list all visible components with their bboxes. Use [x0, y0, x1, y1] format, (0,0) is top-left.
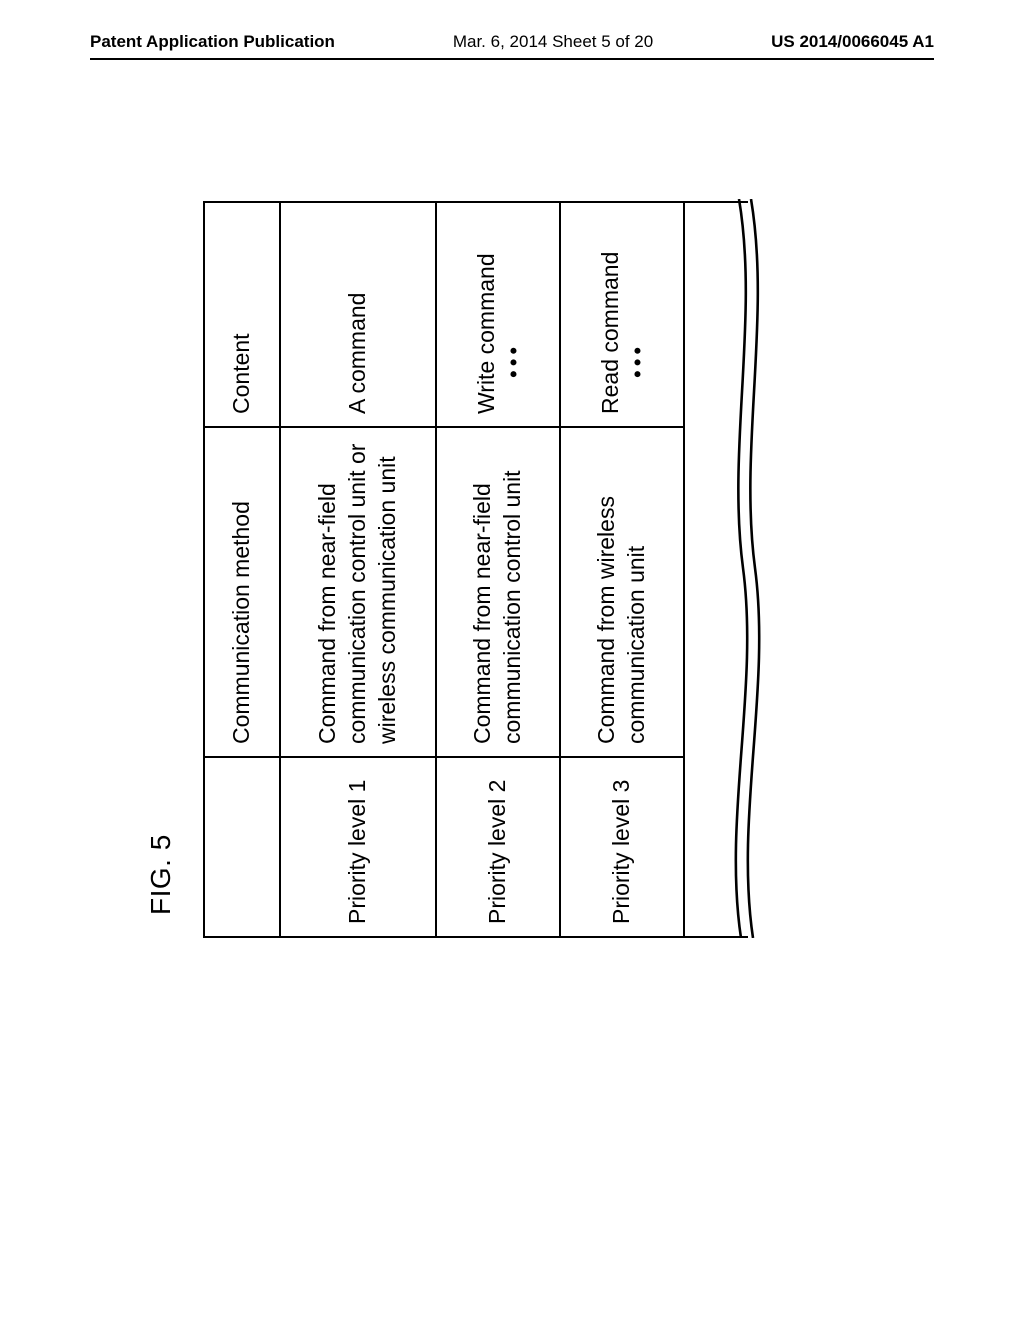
cell-content-text: Write command	[472, 215, 502, 414]
cell-priority: Priority level 1	[280, 757, 436, 937]
cell-method: Command from wireless communication unit	[560, 427, 684, 757]
header-divider	[90, 58, 934, 60]
table-row: Priority level 2 Command from near-field…	[436, 202, 560, 937]
cell-content: Write command •••	[436, 202, 560, 427]
cell-content-text: Read command	[596, 215, 626, 414]
cell-priority: Priority level 3	[560, 757, 684, 937]
table-header-row: Communication method Content	[204, 202, 280, 937]
header-right: US 2014/0066045 A1	[771, 32, 934, 52]
priority-table: Communication method Content Priority le…	[203, 201, 748, 938]
page-header: Patent Application Publication Mar. 6, 2…	[0, 32, 1024, 52]
cell-method: Command from near-field communication co…	[436, 427, 560, 757]
cell-method: Command from near-field communication co…	[280, 427, 436, 757]
torn-edge-icon	[729, 199, 767, 938]
table-torn-row	[684, 202, 748, 937]
header-left: Patent Application Publication	[90, 32, 335, 52]
ellipsis-icon: •••	[504, 215, 524, 414]
priority-table-container: Communication method Content Priority le…	[203, 203, 748, 938]
table-row: Priority level 1 Command from near-field…	[280, 202, 436, 937]
figure-inner: FIG. 5 Communication method Content Prio…	[145, 230, 885, 970]
col-header-content: Content	[204, 202, 280, 427]
cell-content: A command	[280, 202, 436, 427]
header-center: Mar. 6, 2014 Sheet 5 of 20	[453, 32, 653, 52]
ellipsis-icon: •••	[628, 215, 648, 414]
table-row: Priority level 3 Command from wireless c…	[560, 202, 684, 937]
col-header-empty	[204, 757, 280, 937]
cell-priority: Priority level 2	[436, 757, 560, 937]
cell-content: Read command •••	[560, 202, 684, 427]
figure: FIG. 5 Communication method Content Prio…	[145, 200, 885, 1000]
figure-label: FIG. 5	[145, 834, 177, 915]
col-header-method: Communication method	[204, 427, 280, 757]
